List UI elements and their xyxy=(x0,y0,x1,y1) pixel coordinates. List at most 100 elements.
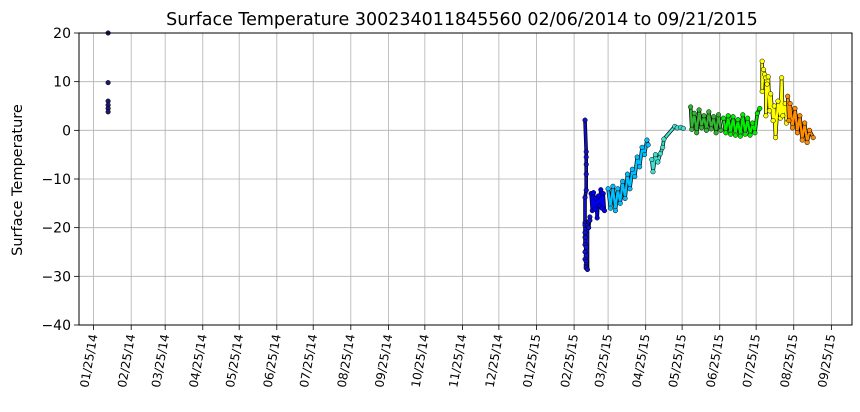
x-tick-label: 06/25/15 xyxy=(704,333,727,389)
data-point xyxy=(723,130,729,136)
x-tick-label: 02/25/15 xyxy=(558,333,581,389)
x-tick-label: 01/25/14 xyxy=(77,333,100,389)
data-point xyxy=(787,101,793,107)
data-series xyxy=(785,93,816,146)
x-tick-label: 05/25/14 xyxy=(223,333,246,389)
data-series xyxy=(105,30,111,115)
plot-frame xyxy=(78,32,853,326)
data-point xyxy=(711,114,717,120)
data-point xyxy=(698,125,705,131)
data-point xyxy=(792,105,798,111)
data-point xyxy=(582,194,588,201)
data-point xyxy=(634,154,640,160)
data-point xyxy=(590,190,597,196)
data-point xyxy=(765,74,771,80)
data-point xyxy=(598,187,604,193)
data-point xyxy=(752,130,758,136)
y-tick-label: −10 xyxy=(41,172,71,188)
data-point xyxy=(607,205,614,211)
x-tick-label: 11/25/14 xyxy=(446,333,469,389)
x-tick-label: 10/25/14 xyxy=(409,333,432,389)
x-tick-label: 07/25/14 xyxy=(297,333,320,389)
y-axis-label: Surface Temperature xyxy=(10,104,26,256)
data-point xyxy=(620,178,626,184)
data-point xyxy=(780,113,786,119)
data-point xyxy=(745,115,751,121)
data-point xyxy=(759,58,765,64)
data-point xyxy=(595,193,601,199)
x-tick-label: 05/25/15 xyxy=(666,333,689,389)
data-point xyxy=(718,127,724,133)
chart-title: Surface Temperature 300234011845560 02/0… xyxy=(166,10,758,30)
data-point xyxy=(582,117,588,123)
data-point xyxy=(810,135,816,141)
data-point xyxy=(105,80,111,86)
data-point xyxy=(757,105,763,111)
data-point xyxy=(583,161,589,167)
data-point xyxy=(582,234,588,240)
data-point xyxy=(701,113,707,119)
data-point xyxy=(680,125,686,131)
y-tick-label: 10 xyxy=(53,75,71,91)
data-point xyxy=(583,171,589,177)
data-point xyxy=(785,93,791,99)
data-point xyxy=(652,152,658,158)
data-point xyxy=(592,206,598,212)
grid-lines xyxy=(79,32,852,326)
data-point xyxy=(696,107,702,113)
data-point xyxy=(766,108,773,114)
data-point xyxy=(740,112,746,118)
data-point xyxy=(759,88,765,94)
data-point xyxy=(797,113,803,119)
data-point xyxy=(583,154,589,160)
series-line xyxy=(722,107,761,138)
x-tick-label: 02/25/14 xyxy=(115,333,138,389)
data-point xyxy=(661,136,667,142)
data-point xyxy=(713,130,719,136)
y-tick-label: 0 xyxy=(62,123,71,139)
x-tick-label: 09/25/15 xyxy=(815,333,838,389)
data-point xyxy=(802,120,808,126)
data-point xyxy=(737,133,743,139)
x-tick-label: 03/25/14 xyxy=(149,333,172,389)
y-tick-label: −20 xyxy=(41,221,71,237)
data-point xyxy=(584,266,591,273)
x-tick-label: 06/25/14 xyxy=(261,333,284,389)
data-point xyxy=(725,113,731,119)
x-tick-label: 08/25/14 xyxy=(335,333,358,389)
data-point xyxy=(627,186,633,192)
data-point xyxy=(689,126,695,132)
y-tick-label: −40 xyxy=(41,318,71,334)
data-point xyxy=(720,115,726,121)
data-point xyxy=(789,125,796,131)
data-series xyxy=(588,187,607,221)
x-tick-label: 04/25/14 xyxy=(187,333,210,389)
data-point xyxy=(804,139,810,146)
x-tick-label: 01/25/15 xyxy=(520,333,543,389)
data-point xyxy=(641,152,648,158)
data-point xyxy=(786,118,792,124)
data-point xyxy=(703,127,709,133)
data-point xyxy=(728,131,734,137)
x-tick-label: 12/25/14 xyxy=(483,333,506,389)
y-axis-ticks: −40 −30 −20 −10 0 10 20 xyxy=(41,26,79,334)
data-point xyxy=(605,186,611,192)
data-point xyxy=(583,187,589,193)
x-tick-label: 07/25/15 xyxy=(740,333,763,389)
data-point xyxy=(747,132,753,138)
data-point xyxy=(708,126,714,132)
series-line xyxy=(650,125,684,173)
data-point xyxy=(735,117,741,123)
data-point xyxy=(749,120,756,126)
data-point xyxy=(772,135,779,141)
series-line xyxy=(689,106,722,134)
x-tick-label: 09/25/14 xyxy=(372,333,395,389)
data-point xyxy=(637,164,643,170)
x-tick-label: 04/25/15 xyxy=(630,333,653,389)
data-point xyxy=(715,112,722,118)
data-point xyxy=(650,169,656,175)
data-point xyxy=(694,130,700,136)
data-series xyxy=(688,104,724,136)
